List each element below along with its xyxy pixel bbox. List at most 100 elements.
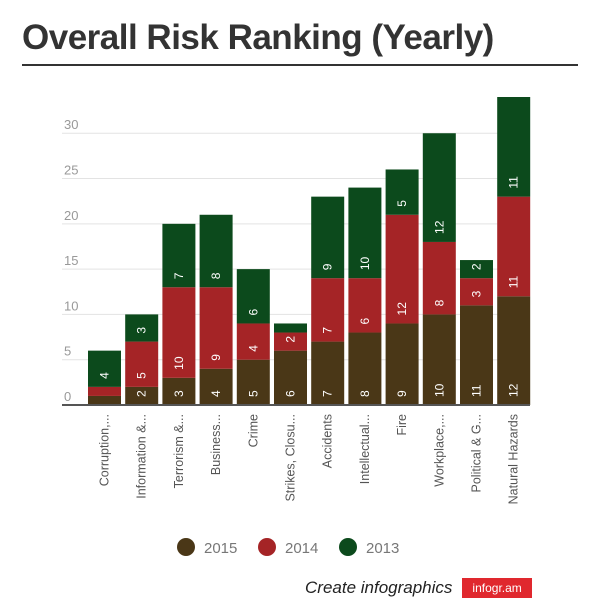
- data-label: 10: [172, 356, 186, 370]
- y-tick-label: 25: [64, 163, 78, 178]
- bar-segment-2014: [274, 332, 307, 351]
- category-label: Accidents: [321, 414, 335, 468]
- bar-segment-2015: [199, 368, 233, 405]
- y-tick-label: 10: [64, 298, 78, 313]
- data-label: 6: [246, 308, 260, 315]
- bar-segment-2013: [348, 187, 382, 279]
- bar-segment-2013: [162, 223, 196, 288]
- legend-marker-2015: [177, 538, 195, 556]
- data-label: 12: [507, 383, 521, 397]
- bar-segment-2015: [125, 386, 159, 405]
- category-label: Political & G...: [470, 414, 484, 493]
- bar-segment-2015: [88, 395, 121, 405]
- data-label: 5: [395, 200, 409, 207]
- bar-segment-2014: [236, 323, 270, 360]
- data-label: 2: [470, 263, 484, 270]
- data-label: 8: [358, 390, 372, 397]
- data-label: 12: [432, 220, 446, 234]
- bar-segment-2014: [497, 196, 531, 297]
- bar-segment-2013: [236, 269, 270, 324]
- data-label: 6: [284, 390, 298, 397]
- legend-label-2013: 2013: [366, 540, 399, 557]
- bar-segment-2014: [162, 287, 196, 378]
- chart-title: Overall Risk Ranking (Yearly): [22, 18, 494, 57]
- data-label: 9: [395, 390, 409, 397]
- legend-label-2014: 2014: [285, 540, 318, 557]
- legend-marker-2014: [258, 538, 276, 556]
- data-label: 3: [172, 390, 186, 397]
- bar-segment-2015: [385, 323, 419, 405]
- legend-label-2015: 2015: [204, 540, 237, 557]
- data-label: 2: [284, 336, 298, 343]
- bar-segment-2015: [348, 332, 382, 405]
- bar-segment-2015: [460, 305, 493, 405]
- bar-segment-2014: [385, 214, 419, 324]
- data-label: 12: [395, 302, 409, 316]
- bar-segment-2015: [236, 359, 270, 405]
- bar-segment-2014: [311, 278, 345, 342]
- y-tick-label: 5: [64, 344, 71, 359]
- footer-text: Create infographics: [305, 578, 453, 597]
- category-label: Corruption,...: [98, 414, 112, 486]
- category-label: Fire: [395, 414, 409, 436]
- bar-segment-2014: [199, 287, 233, 369]
- data-label: 8: [432, 299, 446, 306]
- bar-segment-2014: [88, 386, 121, 396]
- bar-segment-2014: [422, 241, 456, 315]
- data-label: 11: [470, 384, 484, 397]
- category-label: Information &...: [135, 414, 149, 499]
- data-label: 5: [246, 390, 260, 397]
- data-label: 11: [507, 176, 521, 189]
- data-label: 10: [358, 257, 372, 271]
- data-label: 7: [321, 390, 335, 397]
- data-label: 4: [98, 372, 112, 379]
- data-label: 5: [135, 372, 149, 379]
- category-label: Intellectual...: [358, 414, 372, 484]
- bar-segment-2015: [422, 314, 456, 405]
- y-tick-label: 0: [64, 389, 71, 404]
- data-label: 9: [321, 263, 335, 270]
- data-label: 3: [470, 290, 484, 297]
- bar-segment-2013: [385, 169, 419, 215]
- data-label: 4: [209, 390, 223, 397]
- bar-segment-2013: [274, 323, 307, 333]
- legend-marker-2013: [339, 538, 357, 556]
- bar-segment-2015: [162, 377, 196, 405]
- infogram-badge[interactable]: infogr.am: [462, 578, 532, 598]
- category-label: Natural Hazards: [507, 414, 521, 504]
- data-label: 7: [321, 327, 335, 334]
- data-label: 6: [358, 318, 372, 325]
- category-label: Terrorism &...: [172, 414, 186, 488]
- bar-segment-2013: [199, 214, 233, 288]
- bar-segment-2014: [460, 278, 493, 306]
- y-tick-label: 20: [64, 208, 78, 223]
- category-label: Workplace,...: [432, 414, 446, 487]
- y-tick-label: 30: [64, 117, 78, 132]
- bar-segment-2014: [125, 341, 159, 387]
- category-label: Crime: [246, 414, 260, 447]
- data-label: 3: [135, 327, 149, 334]
- bar-segment-2015: [274, 350, 307, 405]
- data-label: 10: [432, 383, 446, 397]
- bar-segment-2013: [311, 196, 345, 279]
- data-label: 11: [507, 276, 521, 289]
- y-tick-label: 15: [64, 253, 78, 268]
- data-label: 7: [172, 272, 186, 279]
- bar-segment-2013: [125, 314, 159, 342]
- category-label: Strikes, Closu...: [284, 414, 298, 502]
- bar-segment-2013: [497, 97, 531, 197]
- bar-segment-2014: [348, 278, 382, 333]
- footer: Create infographics infogr.am: [305, 576, 532, 600]
- bar-segment-2013: [460, 260, 493, 279]
- data-label: 9: [209, 354, 223, 361]
- category-label: Business...: [209, 414, 223, 475]
- data-label: 2: [135, 390, 149, 397]
- data-label: 8: [209, 272, 223, 279]
- stacked-bar-chart: 0510152025304Corruption,...253Informatio…: [62, 97, 531, 557]
- data-label: 4: [246, 345, 260, 352]
- bar-segment-2015: [497, 296, 531, 405]
- bar-segment-2015: [311, 341, 345, 405]
- title-underline: [22, 64, 578, 66]
- bar-segment-2013: [88, 350, 121, 387]
- bar-segment-2013: [422, 133, 456, 242]
